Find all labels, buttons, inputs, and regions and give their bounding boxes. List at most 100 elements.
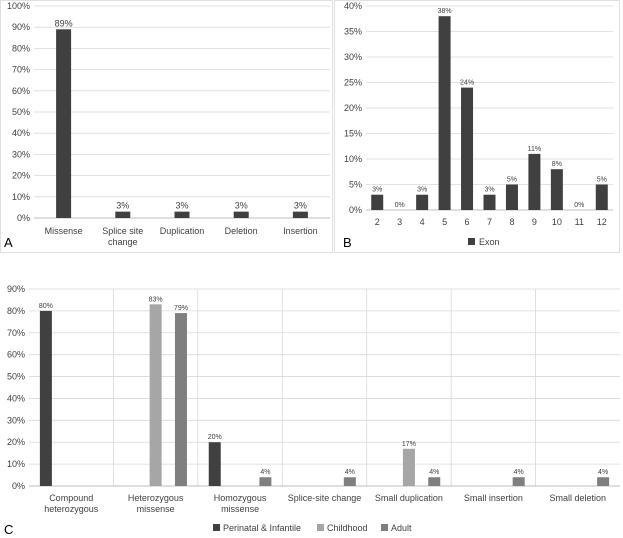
x-tick-label: 5 (442, 217, 447, 227)
data-label: 79% (174, 305, 188, 312)
panel-label-b: B (343, 235, 352, 250)
data-label: 8% (552, 161, 562, 168)
x-category-label: Deletion (225, 226, 258, 236)
y-tick-label: 50% (7, 372, 25, 382)
y-tick-label: 70% (7, 328, 25, 338)
y-tick-label: 10% (7, 459, 25, 469)
y-tick-label: 35% (344, 27, 362, 37)
bar-series-3 (428, 477, 441, 486)
data-label: 3% (484, 187, 494, 194)
panel-label-a: A (4, 235, 13, 250)
legend-label: Adult (391, 523, 412, 533)
data-label: 4% (598, 469, 608, 476)
bar-series-3 (343, 477, 356, 486)
x-category-label: Compound heterozygous (44, 493, 99, 514)
legend-swatch-exon (468, 238, 475, 245)
x-category-label-line: Duplication (160, 226, 205, 236)
legend-label-exon: Exon (479, 237, 500, 247)
y-tick-label: 40% (7, 393, 25, 403)
data-label: 80% (39, 303, 53, 310)
bar-series-3 (259, 477, 272, 486)
bar-series-2 (149, 304, 162, 486)
x-category-label: Missense (45, 226, 83, 236)
bar-series-3 (174, 313, 187, 486)
data-label: 4% (260, 469, 270, 476)
y-tick-label: 5% (349, 180, 362, 190)
x-tick-label: 2 (375, 217, 380, 227)
y-tick-label: 90% (7, 284, 25, 294)
y-tick-label: 10% (12, 192, 30, 202)
data-label: 3% (372, 187, 382, 194)
legend-swatch (213, 524, 220, 531)
legend-swatch (381, 524, 388, 531)
bar-exon-6 (461, 87, 474, 210)
bar-series-1 (39, 310, 52, 486)
y-tick-label: 50% (12, 107, 30, 117)
bar-series-2 (402, 448, 415, 486)
bar-exon-7 (483, 194, 496, 210)
data-label: 3% (175, 201, 188, 211)
data-label: 11% (528, 146, 542, 153)
x-category-label-line: Compound (49, 493, 93, 503)
data-label: 3% (294, 201, 307, 211)
x-category-label-line: Missense (45, 226, 83, 236)
bar-2 (115, 211, 131, 218)
x-category-label: Insertion (283, 226, 318, 236)
x-category-label: Small deletion (550, 493, 607, 503)
bar-exon-5 (438, 16, 451, 211)
bar-exon-2 (371, 194, 384, 210)
x-tick-label: 6 (465, 217, 470, 227)
data-label: 3% (417, 187, 427, 194)
bar-3 (174, 211, 190, 218)
x-category-label-line: Homozygous (214, 493, 267, 503)
chart-c: 0% 10% 20% 30% 40% 50% 60% 70% 80% 90% 80% Compound… (7, 284, 620, 533)
y-tick-label: 30% (7, 415, 25, 425)
bar-exon-12 (595, 184, 608, 210)
legend-label: Perinatal & Infantile (223, 523, 301, 533)
data-label: 0% (574, 202, 584, 209)
bar-series-1 (208, 442, 221, 486)
x-category-label-line: Splice-site change (288, 493, 362, 503)
x-tick-label: 9 (532, 217, 537, 227)
bar-series-3 (512, 477, 525, 486)
data-label: 3% (116, 201, 129, 211)
x-tick-label: 8 (509, 217, 514, 227)
y-tick-label: 60% (12, 86, 30, 96)
y-tick-label: 30% (12, 149, 30, 159)
data-label: 24% (460, 80, 474, 87)
x-category-label: Homozygous missense (214, 493, 267, 514)
data-label: 0% (395, 202, 405, 209)
y-tick-label: 30% (344, 52, 362, 62)
bar-series-3 (597, 477, 610, 486)
data-label: 20% (208, 434, 222, 441)
y-tick-label: 80% (7, 306, 25, 316)
x-tick-label: 11 (575, 217, 584, 227)
x-category-label: Small duplication (375, 493, 443, 503)
x-category-label-line: Deletion (225, 226, 258, 236)
chart-a: 0% 10% 20% 30% 40% 50% 60% 70% 80% 90% 100% 89% Miss… (0, 0, 333, 253)
bar-exon-9 (528, 153, 541, 210)
bar-exon-10 (550, 169, 563, 210)
y-tick-label: 20% (7, 437, 25, 447)
x-category-label: Duplication (160, 226, 205, 236)
bar-1 (56, 29, 72, 218)
x-category-label-line: change (108, 237, 138, 247)
data-label: 17% (402, 441, 416, 448)
chart-b: 0%5%10%15%20%25%30%35%40%3%20%33%438%524… (334, 0, 620, 253)
panel-label-c: C (4, 522, 13, 537)
y-tick-label: 0% (17, 213, 30, 223)
bar-exon-4 (416, 194, 429, 210)
x-category-label: Splice-site change (288, 493, 362, 503)
x-category-label-line: Splice site (102, 226, 143, 236)
x-tick-label: 10 (552, 217, 562, 227)
y-tick-label: 20% (12, 171, 30, 181)
x-category-label-line: missense (221, 504, 259, 514)
legend-label: Childhood (327, 523, 368, 533)
y-tick-label: 15% (344, 129, 362, 139)
y-tick-label: 60% (7, 350, 25, 360)
x-category-label: Splice site change (102, 226, 143, 247)
data-label: 4% (345, 469, 355, 476)
y-tick-label: 90% (12, 22, 30, 32)
data-label: 4% (514, 469, 524, 476)
